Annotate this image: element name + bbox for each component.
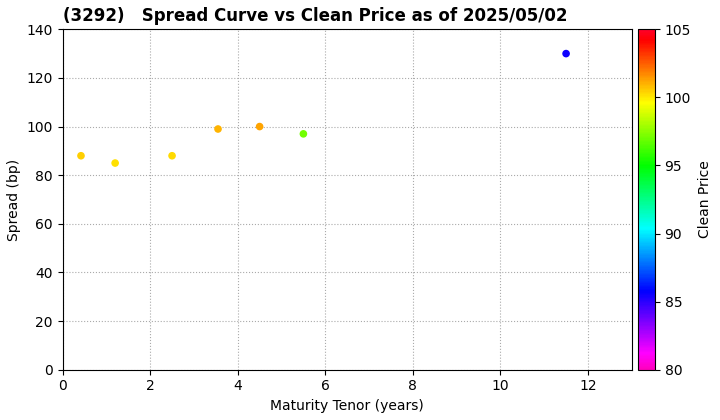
Point xyxy=(560,50,572,57)
Y-axis label: Spread (bp): Spread (bp) xyxy=(7,158,21,241)
X-axis label: Maturity Tenor (years): Maturity Tenor (years) xyxy=(270,399,424,413)
Point xyxy=(212,126,224,132)
Point xyxy=(254,123,266,130)
Text: (3292)   Spread Curve vs Clean Price as of 2025/05/02: (3292) Spread Curve vs Clean Price as of… xyxy=(63,7,567,25)
Point xyxy=(109,160,121,166)
Point xyxy=(297,131,309,137)
Point xyxy=(166,152,178,159)
Y-axis label: Clean Price: Clean Price xyxy=(698,161,712,239)
Point xyxy=(75,152,86,159)
